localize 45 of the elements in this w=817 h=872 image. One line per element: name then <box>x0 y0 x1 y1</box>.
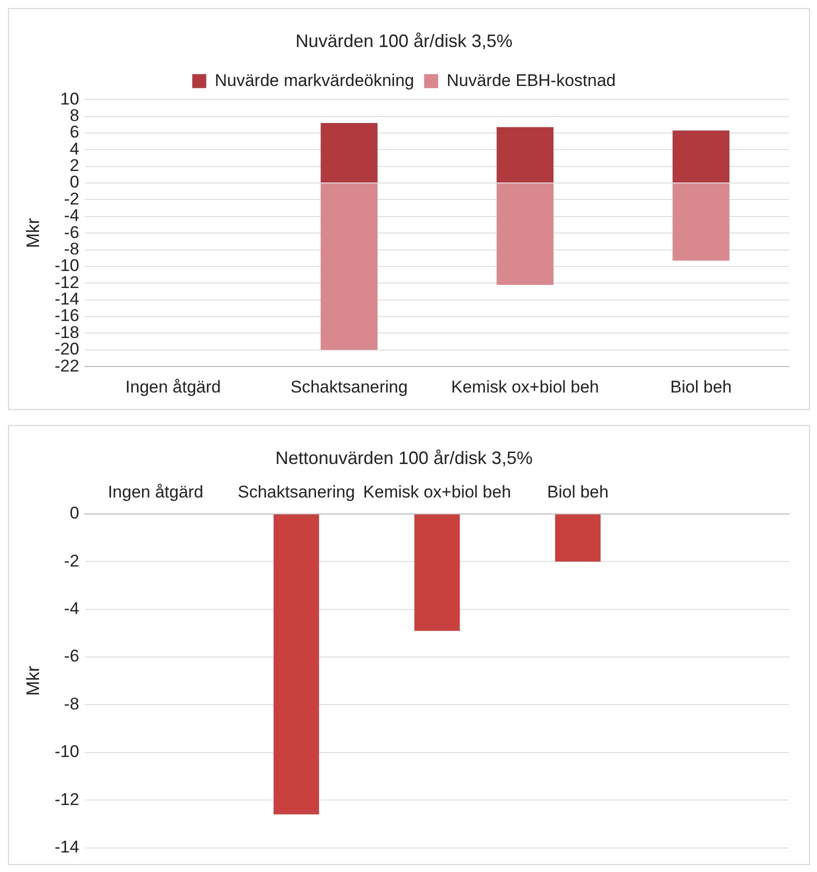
y-tick-label: 4 <box>70 139 80 158</box>
y-tick-label: 10 <box>60 89 80 108</box>
x-tick-label: Biol beh <box>547 482 609 502</box>
x-tick-label: Kemisk ox+biol beh <box>363 482 512 502</box>
x-tick-label: Ingen åtgärd <box>108 482 204 502</box>
y-axis-title: Mkr <box>22 666 43 696</box>
y-tick-label: 8 <box>70 106 80 125</box>
y-tick-label: 0 <box>70 504 80 523</box>
chart-title: Nuvärden 100 år/disk 3,5% <box>295 30 513 51</box>
x-tick-label: Kemisk ox+biol beh <box>451 377 600 396</box>
y-tick-label: 2 <box>70 156 80 176</box>
bar <box>672 184 730 261</box>
y-axis-title: Mkr <box>22 218 43 248</box>
y-tick-label: -10 <box>54 742 80 762</box>
y-tick-label: -6 <box>64 222 80 242</box>
y-tick-label: -8 <box>64 239 80 258</box>
y-tick-label: -2 <box>64 551 80 570</box>
y-tick-label: -2 <box>64 189 80 208</box>
bar <box>672 130 730 183</box>
y-tick-label: -18 <box>54 322 80 342</box>
x-tick-label: Schaktsanering <box>290 377 408 396</box>
bar <box>496 184 554 285</box>
bar <box>496 127 554 183</box>
bar <box>320 122 378 183</box>
chart-title: Nettonuvärden 100 år/disk 3,5% <box>275 448 533 468</box>
x-tick-label: Biol beh <box>670 377 732 396</box>
x-tick-label: Ingen åtgärd <box>125 377 221 396</box>
y-tick-label: -22 <box>54 356 80 376</box>
y-tick-label: 6 <box>70 122 80 142</box>
y-tick-label: 0 <box>70 172 80 192</box>
bar <box>320 184 378 350</box>
y-tick-label: -6 <box>64 646 80 666</box>
y-tick-label: -14 <box>54 290 80 309</box>
y-tick-label: -12 <box>54 272 80 292</box>
x-tick-label: Schaktsanering <box>238 482 355 502</box>
y-tick-label: -4 <box>64 206 80 226</box>
y-tick-label: -8 <box>64 694 80 714</box>
y-tick-label: -12 <box>54 790 80 809</box>
y-tick-label: -10 <box>54 256 80 276</box>
y-tick-label: -4 <box>64 599 80 618</box>
y-tick-label: -16 <box>54 306 80 326</box>
legend-label: Nuvärde markvärdeökning <box>214 70 414 90</box>
y-tick-label: -14 <box>54 837 80 856</box>
legend-label: Nuvärde EBH-kostnad <box>446 70 616 90</box>
y-tick-label: -20 <box>54 340 80 359</box>
